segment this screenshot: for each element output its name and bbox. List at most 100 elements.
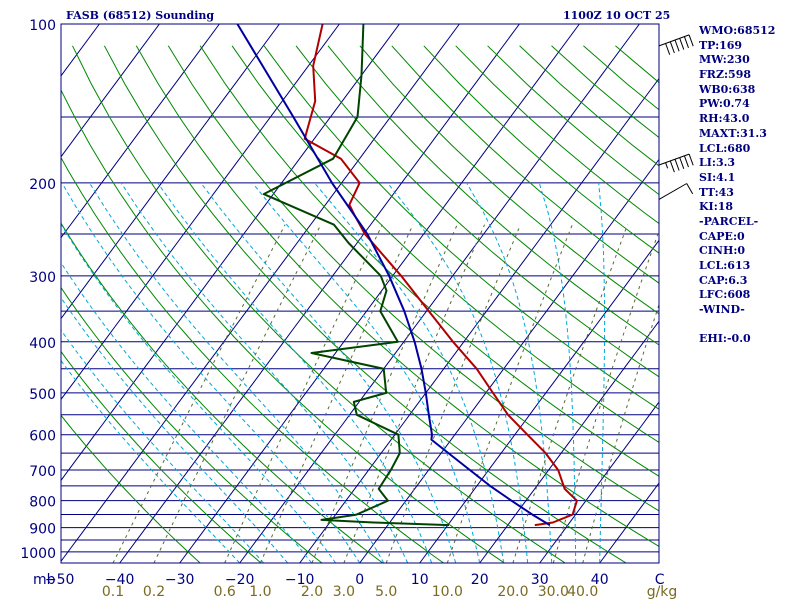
dry-adiabat-70 [199, 45, 659, 477]
index-line: LFC:608 [699, 288, 751, 302]
index-line: -WIND- [699, 303, 745, 317]
dry-adiabat-120 [359, 45, 659, 315]
mixing-ratio-label: 40.0 [567, 584, 598, 600]
index-line: LCL:680 [699, 141, 751, 155]
sounding-traces [236, 24, 578, 527]
index-line: RH:43.0 [699, 112, 750, 126]
wind-barb-feather [688, 34, 694, 47]
pressure-tick-label: 100 [29, 18, 56, 34]
dry-adiabat-20 [61, 89, 505, 563]
dry-adiabat--10 [61, 286, 323, 563]
mixing-ratio-label: 0.1 [102, 584, 124, 600]
index-line [699, 318, 799, 333]
isotherm--30 [179, 24, 580, 563]
wind-barb-feather [686, 183, 694, 195]
moist-adiabat--20 [61, 359, 241, 563]
index-line: CINH:0 [699, 244, 746, 258]
index-line: TP:169 [699, 38, 743, 52]
wind-barb-feather [683, 155, 689, 168]
temperature-tick-label: 0 [355, 572, 364, 588]
moist-adiabat--8 [61, 261, 313, 563]
wind-barb-feather [679, 38, 685, 50]
mixing-ratio-line-1 [259, 224, 414, 563]
temperature-tick-label: −20 [225, 572, 255, 588]
temperature-tick-label: −40 [105, 572, 135, 588]
index-line: CAPE:0 [699, 229, 745, 243]
dry-adiabat-50 [135, 45, 659, 547]
temperature-axis: −50 −40 −30 −20 −10 0 10 20 30 40 C [45, 572, 665, 588]
mixing-ratio-label: 5.0 [375, 584, 397, 600]
parcel-line [236, 24, 551, 526]
wind-barb-feather [669, 41, 675, 54]
dry-adiabat-110 [327, 45, 659, 346]
mixing-ratio-label: 20.0 [497, 584, 528, 600]
index-line: KI:18 [699, 200, 734, 214]
wind-barb-feather [679, 157, 685, 169]
isotherm-40 [599, 482, 659, 563]
wind-barb-feather [674, 39, 680, 52]
dry-adiabat-30 [72, 45, 566, 563]
pressure-tick-label: 300 [29, 270, 56, 286]
mixing-ratio-unit-label: g/kg [647, 584, 678, 600]
isotherm-0 [359, 158, 659, 563]
mixing-ratio-line-0.6 [224, 224, 383, 563]
mixing-ratio-line-5 [385, 224, 521, 563]
wind-barb-feather [674, 159, 680, 171]
dry-adiabat--20 [61, 350, 262, 563]
mixing-ratio-line-0.1 [112, 224, 286, 563]
index-line: SI:4.1 [699, 170, 736, 184]
moist-adiabat-28 [387, 182, 529, 563]
wind-barb [658, 153, 694, 173]
mixing-ratio-axis: 0.1 0.2 0.6 1.0 2.0 3.0 5.0 10.0 20.0 30.040.0 g/k… [102, 584, 677, 600]
isotherm--20 [239, 24, 640, 563]
index-line: PW:0.74 [699, 97, 750, 111]
temperature-tick-label: −50 [45, 572, 75, 588]
moist-adiabat-16 [200, 182, 457, 563]
isotherm-20 [479, 320, 659, 563]
dry-adiabat-80 [231, 45, 659, 443]
pressure-tick-label: 1000 [20, 546, 56, 562]
mixing-ratio-label: 1.0 [249, 584, 271, 600]
plot-border [60, 23, 660, 564]
dry-adiabat-100 [295, 45, 659, 378]
isotherm--40 [119, 24, 520, 563]
pressure-tick-label: 900 [29, 522, 56, 538]
index-line: WB0:638 [699, 82, 756, 96]
stability-indices-panel: WMO:68512 TP:169 MW:230 FRZ:598 WB0:638 PW:0.… [699, 24, 799, 347]
temperature-tick-label: C [655, 572, 665, 588]
moist-adiabat--4 [61, 223, 337, 563]
index-line: -PARCEL- [699, 214, 759, 228]
index-line: WMO:68512 [699, 24, 776, 37]
index-line: LI:3.3 [699, 156, 736, 170]
index-line: EHI:-0.0 [699, 332, 751, 346]
temperature-tick-label: −30 [165, 572, 195, 588]
moist-adiabat-24 [314, 182, 505, 563]
isotherm-lines [0, 24, 659, 563]
pressure-tick-label: 700 [29, 464, 56, 480]
isotherm--50 [61, 24, 460, 563]
isotherm--70 [61, 24, 340, 401]
mixing-ratio-label: 10.0 [432, 584, 463, 600]
isotherm--80 [61, 24, 280, 320]
pressure-tick-label: 200 [29, 177, 56, 193]
wind-barb-feather [665, 162, 669, 169]
wind-barb-feather [669, 160, 675, 173]
index-line: MW:230 [699, 53, 750, 67]
index-line: TT:43 [699, 185, 734, 199]
mixing-ratio-lines [112, 224, 659, 563]
mixing-ratio-label: 30.0 [538, 584, 569, 600]
dry-adiabat-0 [61, 222, 384, 563]
dry-adiabat-130 [391, 45, 659, 284]
mixing-ratio-line-3 [343, 224, 485, 563]
wind-barbs [658, 34, 694, 200]
temperature-tick-label: 20 [471, 572, 489, 588]
dry-adiabat-90 [263, 45, 659, 410]
pressure-tick-label: 600 [29, 429, 56, 445]
temperature-tick-label: 30 [531, 572, 549, 588]
moist-adiabat-20 [252, 182, 481, 563]
pressure-tick-label: 800 [29, 495, 56, 511]
wind-barb-feather [665, 43, 671, 55]
isotherm--120 [0, 24, 39, 563]
moist-adiabat-lines [61, 182, 606, 563]
